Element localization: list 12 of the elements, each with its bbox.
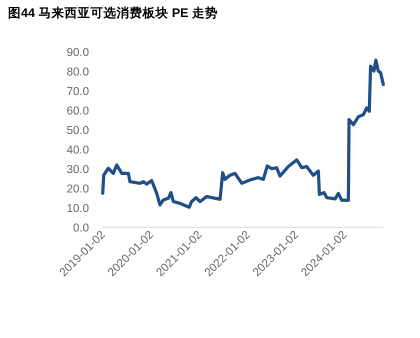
- chart-title: 图44 马来西亚可选消费板块 PE 走势: [8, 5, 218, 20]
- line-series: [101, 58, 385, 209]
- y-tick-label: 80.0: [66, 66, 89, 78]
- y-tick-label: 50.0: [66, 124, 89, 137]
- y-tick-label: 0.0: [73, 222, 89, 234]
- y-tick-label: 30.0: [66, 164, 89, 176]
- y-tick-label: 70.0: [66, 86, 89, 98]
- y-tick-label: 10.0: [66, 202, 89, 215]
- y-tick-label: 40.0: [66, 144, 89, 156]
- y-tick-label: 60.0: [66, 105, 89, 118]
- y-tick-label: 90.0: [66, 47, 89, 59]
- y-tick-label: 20.0: [66, 183, 89, 196]
